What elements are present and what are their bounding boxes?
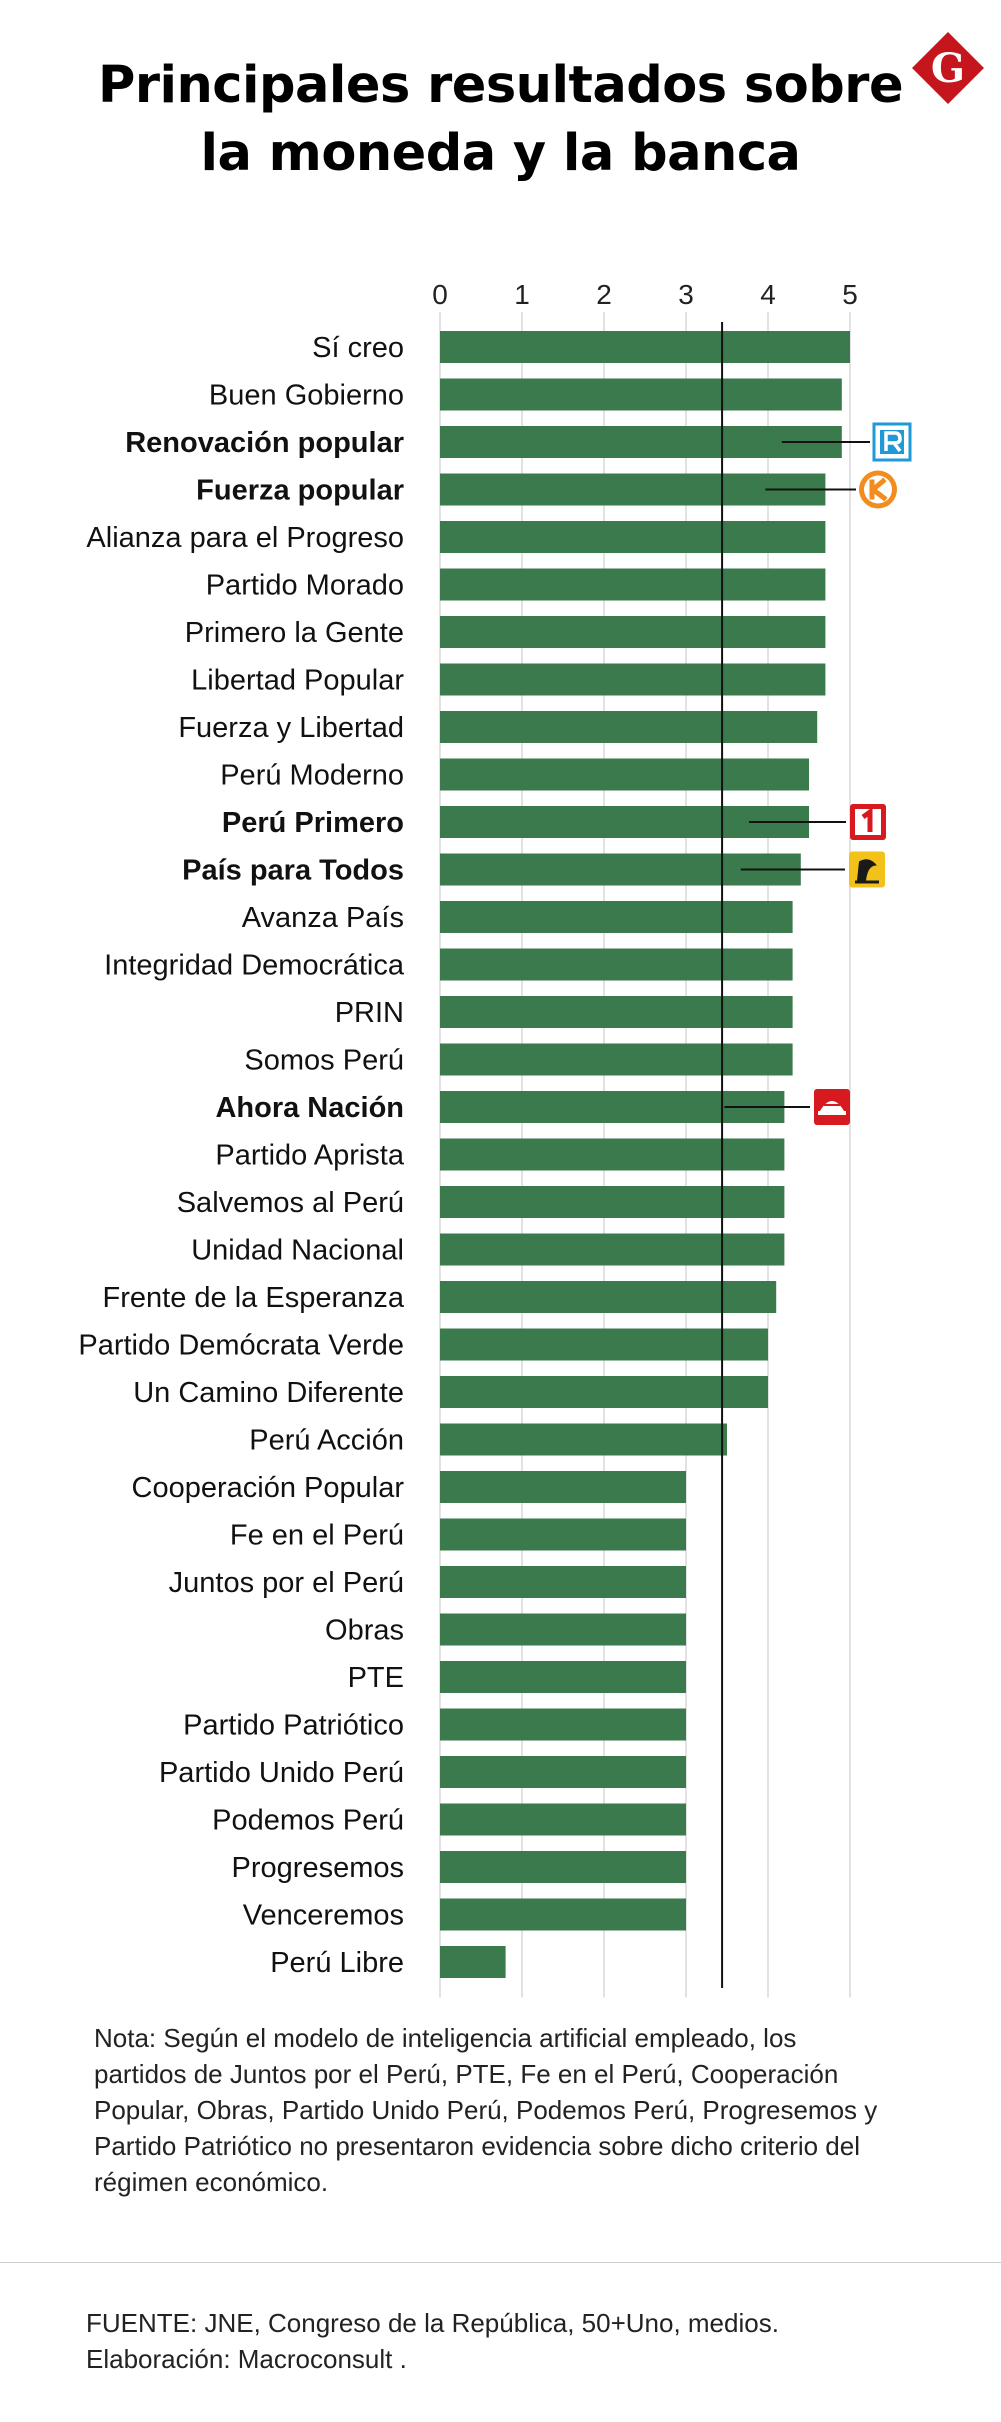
category-label: Perú Acción — [249, 1425, 404, 1457]
category-label: Avanza País — [242, 902, 404, 934]
category-label: Perú Libre — [270, 1947, 404, 1979]
bar — [440, 1946, 506, 1978]
category-label: Ahora Nación — [215, 1092, 404, 1124]
category-label: Perú Moderno — [220, 760, 404, 792]
credit-text: Elaboración: Macroconsult . — [86, 2344, 407, 2374]
bar — [440, 378, 842, 411]
category-label: Frente de la Esperanza — [103, 1282, 405, 1314]
category-label: Partido Morado — [206, 570, 404, 602]
source-block: FUENTE: JNE, Congreso de la República, 5… — [86, 2305, 946, 2377]
x-tick-label: 3 — [678, 279, 694, 310]
bar — [440, 1756, 686, 1788]
bar — [440, 901, 793, 933]
x-tick-label: 5 — [842, 279, 858, 310]
title-line-1: Principales resultados sobre — [97, 56, 904, 115]
category-label: Sí creo — [312, 332, 404, 364]
bar-chart: 0 1 2 3 4 5 Sí creo Buen Gobierno Renovación pop… — [78, 279, 912, 1998]
category-label: Cooperación Popular — [132, 1472, 405, 1504]
bar — [440, 1661, 686, 1693]
k-logo-icon — [859, 470, 897, 509]
category-label: Un Camino Diferente — [133, 1377, 404, 1409]
bar — [440, 473, 826, 506]
category-label: Libertad Popular — [191, 665, 404, 697]
pxt-logo-icon — [849, 851, 885, 888]
category-label: PTE — [348, 1662, 404, 1694]
category-label: Perú Primero — [222, 807, 404, 839]
bar — [440, 711, 818, 743]
bar — [440, 1376, 768, 1408]
bar — [440, 1423, 727, 1456]
bar — [440, 1803, 686, 1836]
bar — [440, 1138, 785, 1171]
source-text: FUENTE: JNE, Congreso de la República, 5… — [86, 2308, 779, 2338]
x-tick-label: 0 — [432, 279, 448, 310]
x-tick-label: 1 — [514, 279, 530, 310]
category-label: Buen Gobierno — [209, 380, 404, 412]
bar — [440, 331, 850, 363]
category-label: Alianza para el Progreso — [86, 522, 404, 554]
bar — [440, 1233, 785, 1266]
bar — [440, 853, 801, 886]
bar — [440, 1328, 768, 1361]
bar — [440, 1708, 686, 1741]
bar — [440, 948, 793, 981]
category-label: Unidad Nacional — [191, 1235, 404, 1267]
category-label: Renovación popular — [125, 427, 404, 459]
footer-divider — [0, 2262, 1001, 2263]
bar — [440, 1043, 793, 1076]
category-label: Primero la Gente — [185, 617, 404, 649]
category-label: Venceremos — [243, 1900, 404, 1932]
bar — [440, 1186, 785, 1218]
chart-title: Principales resultados sobre la moneda y… — [0, 52, 1001, 188]
bar — [440, 663, 826, 696]
category-label: Partido Aprista — [215, 1140, 404, 1172]
one-logo-icon — [850, 804, 886, 840]
hat-logo-icon — [814, 1089, 850, 1125]
category-label: Juntos por el Perú — [169, 1567, 404, 1599]
category-label: Partido Unido Perú — [159, 1757, 404, 1789]
bar — [440, 1851, 686, 1883]
category-label: PRIN — [335, 997, 404, 1029]
category-label: Fe en el Perú — [230, 1520, 404, 1552]
bar — [440, 521, 826, 553]
category-label: Fuerza y Libertad — [178, 712, 404, 744]
bar — [440, 568, 826, 601]
category-label: País para Todos — [182, 855, 404, 887]
category-label: Somos Perú — [244, 1045, 404, 1077]
bar — [440, 426, 842, 458]
bar — [440, 1471, 686, 1503]
bar — [440, 616, 826, 648]
chart-note: Nota: Según el modelo de inteligencia ar… — [94, 2023, 878, 2197]
r-logo-icon — [872, 422, 912, 462]
category-label: Integridad Democrática — [104, 950, 405, 982]
bar — [440, 1613, 686, 1646]
title-line-2: la moneda y la banca — [200, 124, 801, 183]
brand-logo-letter: G — [931, 45, 965, 92]
x-tick-label: 2 — [596, 279, 612, 310]
category-label: Partido Demócrata Verde — [78, 1330, 404, 1362]
brand-logo-icon: G — [912, 32, 984, 104]
bar — [440, 1518, 686, 1551]
bar — [440, 996, 793, 1028]
category-label: Podemos Perú — [212, 1805, 404, 1837]
x-tick-label: 4 — [760, 279, 776, 310]
bar — [440, 1566, 686, 1598]
category-label: Salvemos al Perú — [177, 1187, 404, 1219]
category-label: Partido Patriótico — [183, 1710, 404, 1742]
category-label: Progresemos — [232, 1852, 404, 1884]
bar — [440, 806, 809, 838]
category-label: Fuerza popular — [196, 475, 404, 507]
bar — [440, 758, 809, 791]
bar — [440, 1898, 686, 1931]
bar — [440, 1281, 777, 1313]
category-label: Obras — [325, 1615, 404, 1647]
